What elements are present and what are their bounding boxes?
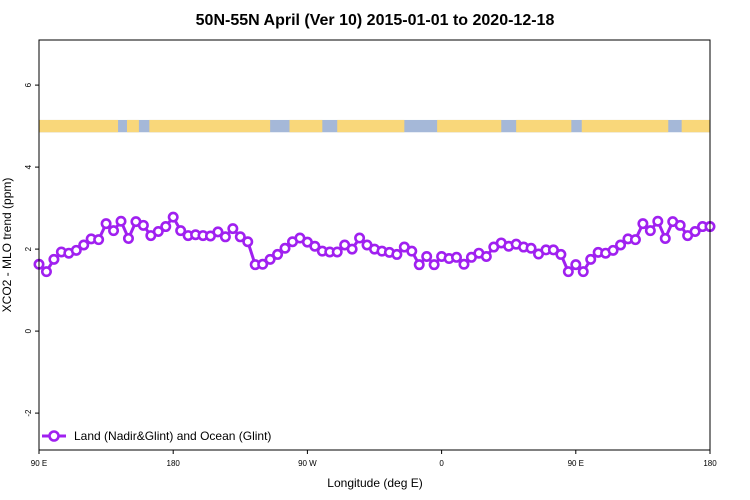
plot-frame bbox=[38, 39, 711, 451]
data-point bbox=[525, 242, 537, 254]
land-ocean-strip bbox=[39, 119, 710, 133]
data-point bbox=[406, 245, 418, 257]
land-band bbox=[126, 119, 139, 133]
data-point bbox=[115, 215, 127, 227]
data-point bbox=[272, 248, 284, 260]
data-point bbox=[421, 250, 433, 262]
data-point bbox=[428, 259, 440, 271]
y-axis-title: XCO2 - MLO trend (ppm) bbox=[0, 178, 14, 313]
chart-title: 50N-55N April (Ver 10) 2015-01-01 to 202… bbox=[196, 12, 555, 29]
y-tick-label: 2 bbox=[24, 246, 33, 251]
land-band bbox=[149, 119, 271, 133]
land-band bbox=[337, 119, 405, 133]
x-axis: 90 E 180 90 W 0 90 E 180 bbox=[31, 450, 717, 468]
data-point bbox=[227, 223, 239, 235]
data-point bbox=[637, 218, 649, 230]
data-point bbox=[137, 219, 149, 231]
x-tick-label: 90 W bbox=[298, 459, 317, 468]
series-layer bbox=[33, 211, 716, 278]
y-tick-label: 0 bbox=[24, 328, 33, 333]
data-point bbox=[309, 240, 321, 252]
land-band bbox=[516, 119, 572, 133]
data-point bbox=[242, 236, 254, 248]
data-point bbox=[279, 242, 291, 254]
data-point bbox=[615, 239, 627, 251]
data-point bbox=[219, 231, 231, 243]
data-point bbox=[652, 215, 664, 227]
data-point bbox=[346, 243, 358, 255]
data-point bbox=[570, 259, 582, 271]
data-point bbox=[458, 258, 470, 270]
data-point bbox=[108, 225, 120, 237]
data-point bbox=[644, 225, 656, 237]
land-band bbox=[39, 119, 119, 133]
legend-label: Land (Nadir&Glint) and Ocean (Glint) bbox=[74, 429, 271, 443]
data-point bbox=[480, 250, 492, 262]
data-point bbox=[674, 219, 686, 231]
data-point bbox=[175, 225, 187, 237]
data-point bbox=[40, 266, 52, 278]
data-point bbox=[607, 244, 619, 256]
data-point bbox=[160, 221, 172, 233]
data-point bbox=[585, 253, 597, 265]
land-band bbox=[581, 119, 669, 133]
x-tick-label: 90 E bbox=[568, 459, 584, 468]
data-point bbox=[234, 231, 246, 243]
data-point bbox=[48, 253, 60, 265]
data-point bbox=[629, 234, 641, 246]
data-point bbox=[689, 225, 701, 237]
data-point bbox=[78, 239, 90, 251]
data-point bbox=[354, 232, 366, 244]
data-point bbox=[555, 248, 567, 260]
data-point bbox=[547, 244, 559, 256]
data-point bbox=[577, 266, 589, 278]
legend: Land (Nadir&Glint) and Ocean (Glint) bbox=[42, 429, 271, 443]
data-point bbox=[562, 266, 574, 278]
data-point bbox=[70, 244, 82, 256]
data-point bbox=[413, 259, 425, 271]
x-axis-title: Longitude (deg E) bbox=[327, 476, 422, 490]
data-point bbox=[264, 253, 276, 265]
y-tick-label: 4 bbox=[24, 164, 33, 169]
data-point bbox=[659, 232, 671, 244]
data-point bbox=[451, 251, 463, 263]
x-tick-label: 90 E bbox=[31, 459, 47, 468]
data-point bbox=[391, 248, 403, 260]
data-point bbox=[331, 246, 343, 258]
data-point bbox=[93, 234, 105, 246]
data-point bbox=[122, 232, 134, 244]
y-axis: -2 0 2 4 6 bbox=[24, 82, 39, 417]
data-point bbox=[257, 258, 269, 270]
data-point bbox=[152, 225, 164, 237]
data-point bbox=[167, 211, 179, 223]
land-band bbox=[681, 119, 710, 133]
data-point bbox=[100, 218, 112, 230]
x-tick-label: 180 bbox=[167, 459, 181, 468]
y-tick-label: -2 bbox=[24, 409, 33, 417]
land-band bbox=[437, 119, 502, 133]
x-tick-label: 180 bbox=[703, 459, 717, 468]
y-tick-label: 6 bbox=[24, 82, 33, 87]
land-band bbox=[289, 119, 323, 133]
data-point bbox=[212, 226, 224, 238]
legend-marker bbox=[48, 430, 60, 442]
x-tick-label: 0 bbox=[439, 459, 444, 468]
